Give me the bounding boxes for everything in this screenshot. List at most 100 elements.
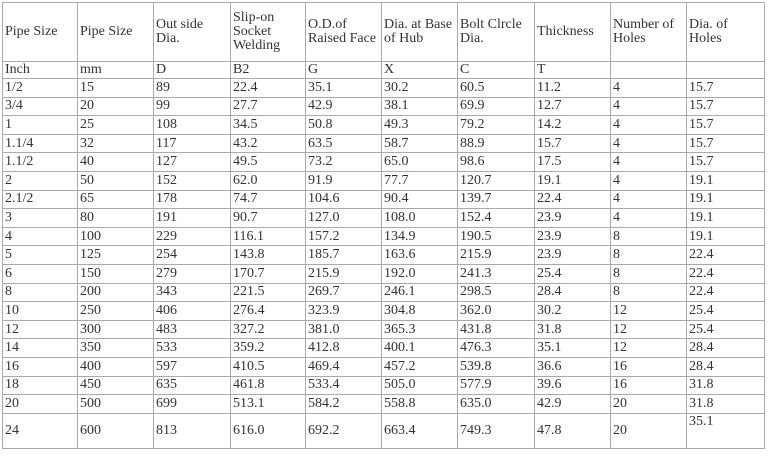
data-cell: 221.5 [230, 282, 306, 303]
data-cell: 16 [610, 375, 687, 396]
data-cell: 12 [2, 319, 78, 340]
data-cell: 90.7 [230, 208, 306, 228]
data-cell: 16 [610, 356, 687, 377]
data-cell: 152 [153, 170, 231, 191]
data-row: 8 200 343 221.5 269.7 246.1 298.5 28.4 8 22.4 [2, 282, 765, 303]
data-cell: 15.7 [686, 78, 765, 98]
data-cell: 323.9 [305, 301, 382, 321]
data-cell: 31.8 [686, 375, 765, 396]
data-cell: 215.9 [305, 263, 382, 284]
data-cell: 104.6 [305, 189, 382, 210]
data-cell: 157.2 [305, 226, 382, 247]
unit-cell: B2 [230, 61, 306, 79]
data-cell: 663.4 [381, 412, 458, 449]
data-cell: 500 [77, 394, 154, 414]
data-cell: 457.2 [381, 356, 458, 377]
data-cell: 24 [2, 412, 78, 449]
data-cell: 25.4 [686, 301, 765, 321]
unit-cell: D [153, 61, 231, 79]
data-cell: 15.7 [686, 115, 765, 135]
data-cell: 476.3 [457, 338, 535, 358]
data-cell: 35.1 [686, 412, 765, 449]
data-cell: 350 [77, 338, 154, 358]
data-cell: 4 [610, 152, 687, 172]
data-cell: 39.6 [534, 375, 611, 396]
data-cell: 99 [153, 96, 231, 117]
data-cell: 3/4 [2, 96, 78, 117]
data-cell: 28.4 [686, 338, 765, 358]
header-cell: Pipe Size [2, 2, 78, 62]
data-cell: 22.4 [686, 245, 765, 265]
header-cell: Slip-on Socket Welding [230, 2, 306, 62]
data-cell: 19.1 [686, 226, 765, 247]
data-row: 5 125 254 143.8 185.7 163.6 215.9 23.9 8 22.4 [2, 245, 765, 265]
data-cell: 2 [2, 170, 78, 191]
data-cell: 60.5 [457, 78, 535, 98]
data-cell: 98.6 [457, 152, 535, 172]
data-cell: 190.5 [457, 226, 535, 247]
data-cell: 63.5 [305, 133, 382, 154]
data-cell: 69.9 [457, 96, 535, 117]
data-cell: 813 [153, 412, 231, 449]
data-cell: 25 [77, 115, 154, 135]
data-cell: 47.8 [534, 412, 611, 449]
data-cell: 362.0 [457, 301, 535, 321]
data-cell: 58.7 [381, 133, 458, 154]
data-cell: 32 [77, 133, 154, 154]
data-cell: 108.0 [381, 208, 458, 228]
data-cell: 20 [610, 394, 687, 414]
data-cell: 134.9 [381, 226, 458, 247]
data-cell: 4 [610, 208, 687, 228]
data-cell: 616.0 [230, 412, 306, 449]
data-cell: 25.4 [686, 319, 765, 340]
data-cell: 23.9 [534, 226, 611, 247]
header-cell: Out side Dia. [153, 2, 231, 62]
data-cell: 276.4 [230, 301, 306, 321]
data-cell: 127.0 [305, 208, 382, 228]
data-cell: 14 [2, 338, 78, 358]
data-cell: 584.2 [305, 394, 382, 414]
data-row: 1/2 15 89 22.4 35.1 30.2 60.5 11.2 4 15.7 [2, 78, 765, 98]
data-cell: 35.1 [534, 338, 611, 358]
data-cell: 600 [77, 412, 154, 449]
unit-cell: X [381, 61, 458, 79]
data-cell: 150 [77, 263, 154, 284]
data-cell: 215.9 [457, 245, 535, 265]
data-cell: 25.4 [534, 263, 611, 284]
data-cell: 42.9 [534, 394, 611, 414]
data-row: 1.1/4 32 117 43.2 63.5 58.7 88.9 15.7 4 15.7 [2, 133, 765, 154]
data-row: 2.1/2 65 178 74.7 104.6 90.4 139.7 22.4 4 19.1 [2, 189, 765, 210]
data-cell: 28.4 [534, 282, 611, 303]
data-cell: 65 [77, 189, 154, 210]
data-cell: 300 [77, 319, 154, 340]
data-cell: 533.4 [305, 375, 382, 396]
data-cell: 241.3 [457, 263, 535, 284]
data-cell: 19.1 [534, 170, 611, 191]
data-cell: 91.9 [305, 170, 382, 191]
data-cell: 23.9 [534, 245, 611, 265]
header-cell: Dia. of Holes [686, 2, 765, 62]
data-cell: 20 [2, 394, 78, 414]
data-cell: 22.4 [686, 263, 765, 284]
data-cell: 22.4 [534, 189, 611, 210]
data-cell: 116.1 [230, 226, 306, 247]
data-cell: 431.8 [457, 319, 535, 340]
data-cell: 50.8 [305, 115, 382, 135]
data-cell: 192.0 [381, 263, 458, 284]
data-cell: 49.3 [381, 115, 458, 135]
data-cell: 12.7 [534, 96, 611, 117]
unit-cell: T [534, 61, 611, 79]
data-cell: 1.1/2 [2, 152, 78, 172]
unit-cell: mm [77, 61, 154, 79]
data-row: 10 250 406 276.4 323.9 304.8 362.0 30.2 12 25.4 [2, 301, 765, 321]
data-cell: 127 [153, 152, 231, 172]
data-cell: 20 [610, 412, 687, 449]
data-cell: 229 [153, 226, 231, 247]
data-row: 3 80 191 90.7 127.0 108.0 152.4 23.9 4 19.1 [2, 208, 765, 228]
data-cell: 178 [153, 189, 231, 210]
data-cell: 246.1 [381, 282, 458, 303]
data-cell: 19.1 [686, 170, 765, 191]
data-cell: 635.0 [457, 394, 535, 414]
data-cell: 34.5 [230, 115, 306, 135]
